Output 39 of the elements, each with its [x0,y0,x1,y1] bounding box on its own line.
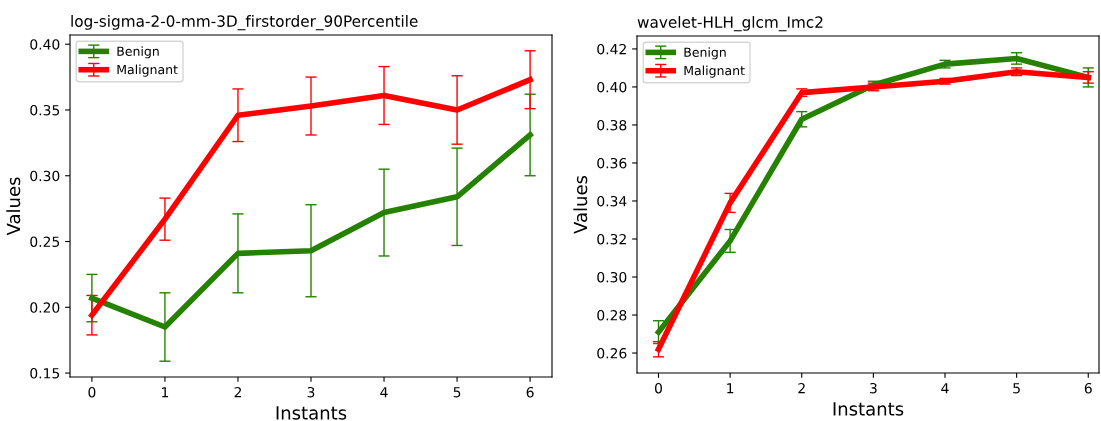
y-tick-label: 0.40 [597,81,627,93]
x-tick-label: 6 [1084,382,1092,394]
legend-label: Malignant [117,64,178,77]
y-tick-label: 0.36 [597,157,627,169]
y-tick-label: 0.20 [30,302,60,313]
y-tick-label: 0.40 [30,39,60,50]
x-tick-label: 4 [941,383,949,394]
y-tick-label: 0.30 [597,271,627,283]
x-tick-label: 6 [526,386,534,398]
y-tick-label: 0.26 [597,348,627,359]
y-tick-label: 0.30 [30,170,60,182]
legend-label: Malignant [684,65,745,78]
x-tick-label: 3 [870,382,877,394]
x-tick-label: 4 [380,387,388,398]
legend-label: Benign [684,47,726,60]
y-tick-label: 0.25 [30,236,60,247]
chart-title: log-sigma-2-0-mm-3D_firstorder_90Percentile [71,15,418,31]
y-axis-title: Values [6,177,21,236]
chart-title: wavelet-HLH_glcm_Imc2 [637,16,823,32]
y-tick-label: 0.34 [597,195,627,207]
x-axis-title: Instants [833,402,904,416]
y-tick-label: 0.38 [597,119,627,131]
x-tick-label: 5 [453,387,461,398]
y-tick-label: 0.32 [597,233,626,245]
x-tick-label: 5 [1013,383,1020,394]
y-tick-label: 0.15 [30,368,60,379]
x-tick-label: 0 [88,386,96,398]
x-tick-label: 3 [307,386,315,398]
x-tick-label: 2 [234,386,241,398]
x-tick-label: 2 [798,382,805,394]
y-axis-title: Values [573,175,588,234]
x-tick-label: 1 [162,387,169,398]
x-tick-label: 1 [727,383,734,394]
y-tick-label: 0.35 [30,104,60,116]
legend-label: Benign [117,46,159,59]
x-tick-label: 0 [654,382,662,394]
y-tick-label: 0.42 [597,43,626,55]
x-axis-title: Instants [276,406,347,420]
y-tick-label: 0.28 [597,310,627,321]
